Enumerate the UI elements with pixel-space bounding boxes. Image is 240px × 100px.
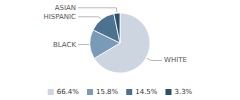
legend-swatch — [48, 89, 54, 95]
pie-slice — [114, 13, 120, 43]
slice-label: HISPANIC — [43, 13, 76, 21]
legend: 66.4% 15.8% 14.5% 3.3% — [48, 88, 193, 96]
legend-label: 3.3% — [174, 88, 192, 96]
pie — [90, 13, 150, 73]
leader-line — [147, 58, 162, 60]
leader-line — [78, 8, 117, 12]
chart: WHITE BLACK HISPANICASIAN 66.4% 15.8% 14.5% 3.… — [0, 0, 240, 100]
legend-label: 14.5% — [135, 88, 158, 96]
legend-swatch — [165, 89, 171, 95]
pie-slice — [93, 14, 120, 43]
slice-label: BLACK — [53, 41, 76, 49]
labels: WHITE BLACK HISPANICASIAN — [43, 4, 186, 65]
slice-label: WHITE — [164, 56, 187, 64]
slice-label: ASIAN — [55, 4, 76, 12]
legend-label: 66.4% — [57, 88, 80, 96]
leader-line — [78, 17, 101, 19]
legend-swatch — [126, 89, 132, 95]
leader-line — [78, 44, 89, 45]
legend-label: 15.8% — [96, 88, 119, 96]
legend-swatch — [87, 89, 93, 95]
